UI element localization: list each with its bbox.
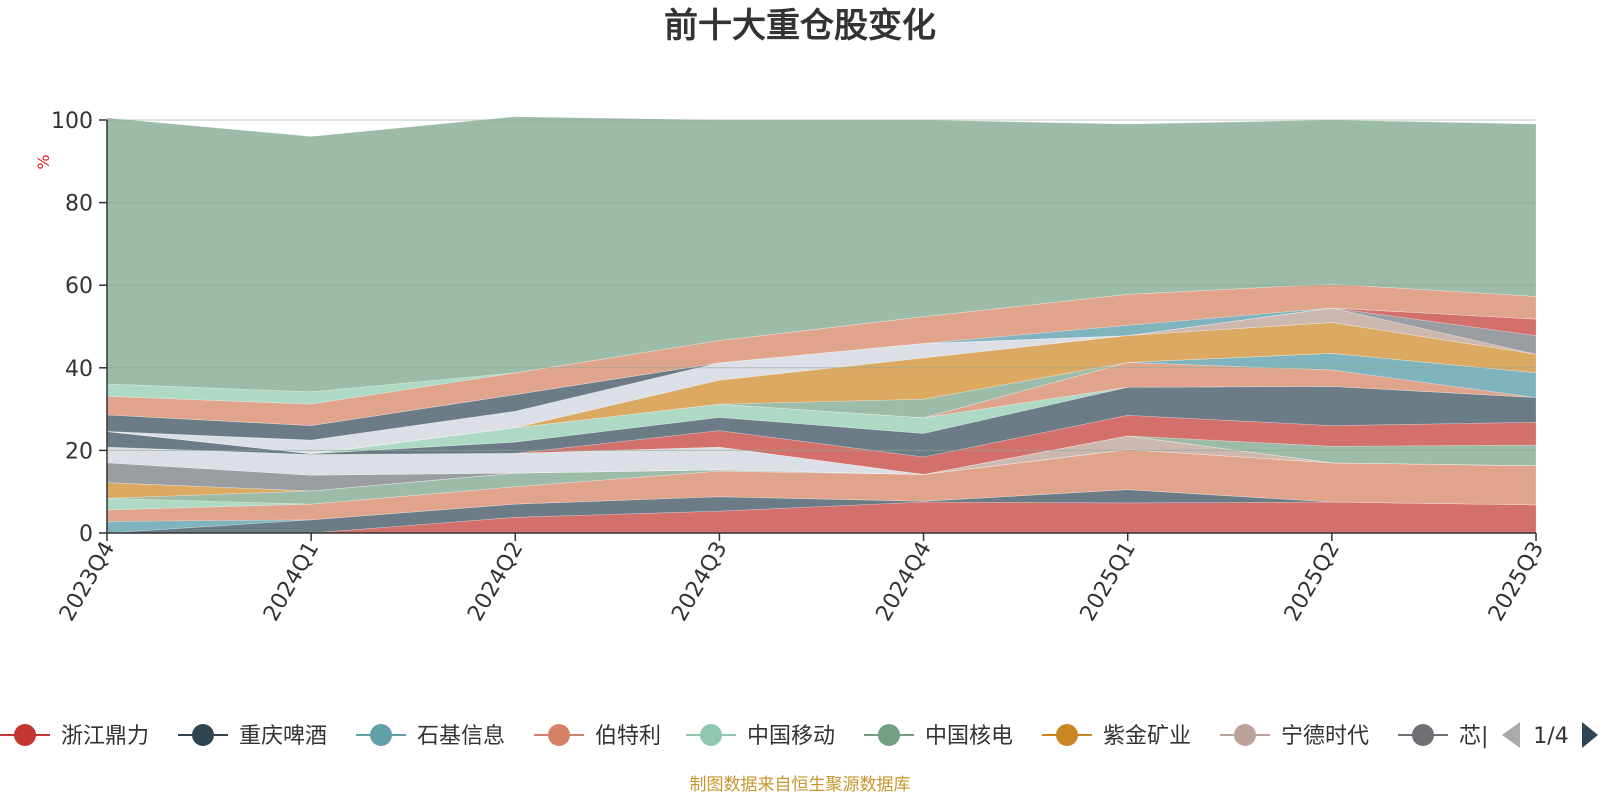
legend-marker xyxy=(370,724,392,746)
x-tick-label-2023Q4: 2023Q4 xyxy=(55,538,120,626)
legend-label: 浙江鼎力 xyxy=(61,724,149,749)
y-tick-label-60: 60 xyxy=(65,274,93,299)
legend-marker xyxy=(1412,724,1434,746)
legend-item-0[interactable]: 浙江鼎力 xyxy=(0,724,149,749)
x-tick-label-2024Q4: 2024Q4 xyxy=(871,538,936,626)
y-tick-label-80: 80 xyxy=(65,192,93,217)
legend-label: 宁德时代 xyxy=(1281,724,1369,749)
legend-marker xyxy=(878,724,900,746)
legend-marker xyxy=(700,724,722,746)
legend-label: 紫金矿业 xyxy=(1103,724,1191,749)
x-tick-label-2025Q1: 2025Q1 xyxy=(1076,538,1141,626)
legend-item-1[interactable]: 重庆啤酒 xyxy=(178,724,327,749)
grid-layer xyxy=(107,119,1536,451)
area-band-22 xyxy=(106,307,1537,441)
area-band-8 xyxy=(106,435,1537,492)
legend-page-indicator: 1/4 xyxy=(1533,724,1568,749)
legend-item-2[interactable]: 石基信息 xyxy=(356,724,505,749)
legend-item-4[interactable]: 中国移动 xyxy=(686,724,835,749)
y-axis-unit: % xyxy=(34,154,53,169)
legend-label: 中国移动 xyxy=(747,724,835,749)
legend-item-3[interactable]: 伯特利 xyxy=(534,724,661,749)
legend-marker xyxy=(1234,724,1256,746)
legend-marker xyxy=(192,724,214,746)
chart-title: 前十大重仓股变化 xyxy=(664,6,936,46)
y-tick-label-40: 40 xyxy=(65,357,93,382)
legend-label: 重庆啤酒 xyxy=(239,724,327,749)
x-tick-label-2024Q1: 2024Q1 xyxy=(259,538,324,626)
legend-label: 伯特利 xyxy=(595,724,661,749)
legend-next-page-icon[interactable] xyxy=(1582,722,1598,748)
legend-item-7[interactable]: 宁德时代 xyxy=(1220,724,1369,749)
legend[interactable]: 浙江鼎力 重庆啤酒 石基信息 伯特利 中国移动 中国核电 紫金矿业 宁德时代 芯| 1/4 xyxy=(0,722,1598,749)
x-tick-label-2025Q3: 2025Q3 xyxy=(1484,538,1549,626)
legend-marker xyxy=(1056,724,1078,746)
legend-label: 石基信息 xyxy=(417,724,505,749)
legend-item-5[interactable]: 中国核电 xyxy=(864,724,1013,749)
data-source-note: 制图数据来自恒生聚源数据库 xyxy=(690,775,911,795)
y-tick-label-0: 0 xyxy=(79,522,93,547)
legend-marker xyxy=(14,724,36,746)
areas-layer xyxy=(106,116,1537,534)
legend-item-6[interactable]: 紫金矿业 xyxy=(1042,724,1191,749)
legend-prev-page-icon[interactable] xyxy=(1502,722,1520,748)
legend-label: 芯| xyxy=(1459,724,1488,749)
x-tick-label-2024Q3: 2024Q3 xyxy=(667,538,732,626)
legend-label: 中国核电 xyxy=(925,724,1013,749)
x-tick-label-2024Q2: 2024Q2 xyxy=(463,538,528,626)
x-tick-label-2025Q2: 2025Q2 xyxy=(1280,538,1345,626)
y-tick-label-100: 100 xyxy=(51,109,93,134)
y-tick-label-20: 20 xyxy=(65,439,93,464)
area-band-26 xyxy=(106,116,1537,393)
legend-item-8[interactable]: 芯| xyxy=(1398,724,1488,749)
area-band-6 xyxy=(106,449,1537,499)
legend-marker xyxy=(548,724,570,746)
